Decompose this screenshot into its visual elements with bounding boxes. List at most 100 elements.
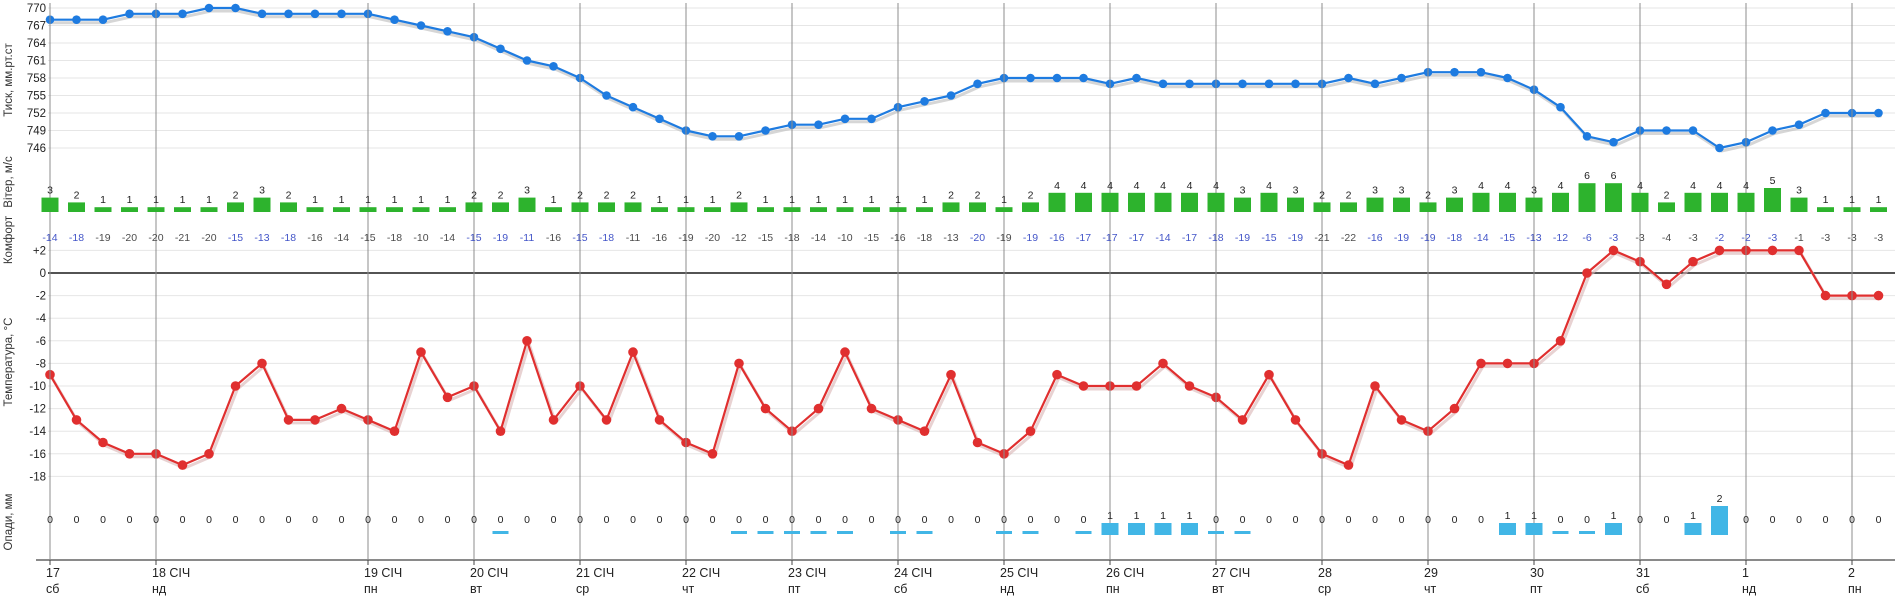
wind-bar <box>757 207 774 212</box>
comfort-value: -15 <box>360 232 375 244</box>
comfort-value: -13 <box>943 232 958 244</box>
temperature-point <box>972 437 983 448</box>
wind-bar <box>68 202 85 212</box>
precip-value-label: 0 <box>948 514 954 526</box>
wind-value-label: 4 <box>1107 180 1113 192</box>
wind-bar <box>174 207 191 212</box>
wind-bar <box>1260 192 1278 212</box>
comfort-value: -18 <box>599 232 614 244</box>
precip-value-label: 0 <box>1213 514 1219 526</box>
precip-value-label: 0 <box>736 514 742 526</box>
wind-bar <box>94 207 112 212</box>
precip-value-label: 1 <box>1107 510 1113 522</box>
pressure-point <box>1158 79 1168 89</box>
comfort-value: -2 <box>1741 232 1750 244</box>
day-label: 20 СІЧ <box>470 566 508 580</box>
temperature-point <box>416 347 426 357</box>
wind-value-label: 4 <box>1478 180 1484 192</box>
wind-bar <box>333 207 350 212</box>
wind-bar <box>1101 192 1119 212</box>
temperature-tick-label: -18 <box>29 471 46 483</box>
pressure-point <box>973 79 982 89</box>
precip-value-label: 0 <box>789 514 795 526</box>
comfort-value: -13 <box>254 232 269 244</box>
x-axis: 17 сб 18 СІЧ нд 19 СІЧ пн 20 СІЧ вт 21 СІЧ ср 22 С… <box>36 3 1895 596</box>
precip-trace-dash <box>837 531 853 534</box>
pressure-tick-label: 746 <box>27 143 46 155</box>
comfort-value: -2 <box>1715 232 1724 244</box>
temperature-point <box>548 415 559 425</box>
temperature-point <box>177 460 188 470</box>
wind-bar <box>1843 207 1861 212</box>
precip-value-label: 0 <box>259 514 265 526</box>
comfort-value: -3 <box>1688 232 1697 244</box>
pressure-point <box>628 102 638 112</box>
axis-title-precipitation: Опади, мм <box>3 493 15 550</box>
pressure-point <box>1556 102 1565 112</box>
day-label: 24 СІЧ <box>894 566 932 580</box>
wind-bar <box>1287 197 1304 212</box>
pressure-tick-label: 764 <box>27 38 47 50</box>
pressure-point <box>1450 67 1459 77</box>
wind-bar <box>916 207 933 212</box>
precip-value-label: 1 <box>1187 510 1193 522</box>
comfort-value: -18 <box>1208 232 1223 244</box>
wind-value-label: 1 <box>180 194 186 206</box>
comfort-value: -15 <box>572 232 587 244</box>
wind-bar <box>386 207 403 212</box>
wind-value-label: 1 <box>1001 194 1007 206</box>
comfort-value: -16 <box>652 232 667 244</box>
wind-bar <box>227 202 244 212</box>
wind-bar <box>280 202 297 212</box>
wind-bar <box>200 207 218 212</box>
precip-trace-dash <box>1075 531 1092 534</box>
weekday-label: ср <box>1318 582 1331 596</box>
wind-value-label: 1 <box>365 194 371 206</box>
comfort-value: -10 <box>413 232 428 244</box>
axis-title-wind: Вітер, м/с <box>3 156 15 208</box>
temperature-point <box>1264 369 1274 380</box>
wind-bar <box>995 207 1013 212</box>
temperature-tick-label: -14 <box>29 426 46 438</box>
precip-value-label: 0 <box>1054 514 1060 526</box>
wind-value-label: 1 <box>763 194 769 206</box>
precip-value-label: 0 <box>1293 514 1299 526</box>
pressure-line <box>48 6 1880 150</box>
precip-value-label: 0 <box>551 514 557 526</box>
precip-value-label: 0 <box>524 514 530 526</box>
pressure-point <box>257 9 267 19</box>
wind-value-label: 2 <box>74 189 80 201</box>
precip-value-label: 0 <box>1081 514 1087 526</box>
weekday-label: чт <box>682 582 695 596</box>
comfort-value: -20 <box>705 232 720 244</box>
temperature-tick-label: -8 <box>36 358 46 370</box>
wind-bar <box>1631 192 1649 212</box>
precip-value-label: 0 <box>1399 514 1405 526</box>
comfort-value: -12 <box>731 232 746 244</box>
wind-value-label: 4 <box>1081 180 1087 192</box>
pressure-point <box>284 9 293 19</box>
day-label: 23 СІЧ <box>788 566 826 580</box>
day-label: 26 СІЧ <box>1106 566 1144 580</box>
comfort-value: -3 <box>1609 232 1618 244</box>
pressure-point <box>1582 132 1592 141</box>
pressure-point <box>178 9 187 19</box>
wind-value-label: 1 <box>339 194 345 206</box>
wind-value-label: 1 <box>869 194 875 206</box>
weekday-label: пт <box>788 582 801 596</box>
temperature-point <box>71 415 82 425</box>
weekday-label: нд <box>1742 582 1757 596</box>
wind-value-label: 4 <box>1690 180 1696 192</box>
precip-value-label: 0 <box>365 514 371 526</box>
wind-bar <box>1128 192 1145 212</box>
precip-trace-dash <box>1208 531 1224 534</box>
temperature-point <box>1502 358 1513 369</box>
temperature-point <box>522 336 532 346</box>
pressure-point <box>1874 108 1883 118</box>
precip-value-label: 0 <box>127 514 133 526</box>
temperature-point <box>1396 415 1407 425</box>
comfort-value: -14 <box>811 232 826 244</box>
pressure-point <box>1662 126 1671 135</box>
wind-value-label: 3 <box>1796 185 1802 197</box>
